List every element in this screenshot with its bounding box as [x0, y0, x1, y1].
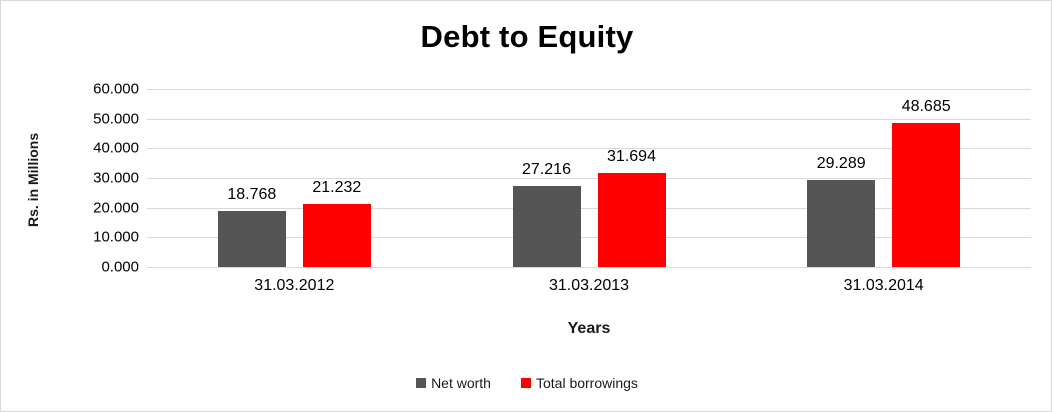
- plot-area: 18.768 21.232 27.216 31.694 29.289 48.685: [147, 89, 1031, 268]
- chart-title: Debt to Equity: [420, 19, 634, 54]
- gridline: [147, 267, 1031, 268]
- bar-data-label: 29.289: [816, 155, 866, 173]
- x-axis-title: Years: [567, 320, 611, 337]
- bar-total-borrowings[interactable]: [892, 122, 961, 267]
- y-axis-tick-label: 10.000: [93, 228, 139, 246]
- gridline: [147, 148, 1031, 150]
- bar-total-borrowings[interactable]: [597, 172, 666, 267]
- legend-item[interactable]: Total borrowings: [520, 375, 638, 391]
- square-marker-icon: [416, 378, 427, 388]
- chart-legend: Net worth Total borrowings: [1, 375, 1051, 391]
- square-marker-icon: [520, 378, 531, 388]
- gridline: [147, 207, 1031, 209]
- gridline: [147, 118, 1031, 120]
- y-axis-tick-label: 50.000: [93, 110, 139, 128]
- y-axis-tick-label: 0.000: [101, 258, 139, 276]
- y-axis-tick-labels: 60.000 50.000 40.000 30.000 20.000 10.000 0.00…: [47, 81, 139, 276]
- y-axis-tick-label: 60.000: [93, 80, 139, 98]
- x-axis-category-label: 31.03.2014: [843, 277, 924, 294]
- legend-label: Net worth: [431, 375, 491, 391]
- x-axis-category-labels: 31.03.2012 31.03.2013 31.03.2014: [147, 277, 1031, 305]
- y-axis-tick-label: 20.000: [93, 199, 139, 217]
- bar-data-label: 27.216: [522, 161, 571, 179]
- y-axis-tick-label: 40.000: [93, 139, 139, 157]
- bar-networth[interactable]: [512, 186, 581, 267]
- bar-networth[interactable]: [807, 180, 876, 267]
- bar-networth[interactable]: [217, 211, 286, 267]
- x-axis-category-label: 31.03.2012: [254, 277, 335, 294]
- bar-data-label: 48.685: [901, 97, 951, 115]
- x-axis-category-label: 31.03.2013: [548, 277, 630, 294]
- y-axis-tick-label: 30.000: [93, 169, 139, 187]
- y-axis-title: Rs. in Millions: [25, 132, 41, 228]
- legend-item[interactable]: Net worth: [416, 375, 491, 391]
- legend-label: Total borrowings: [535, 375, 638, 391]
- bar-data-label: 18.768: [227, 186, 277, 204]
- bar-data-label: 31.694: [607, 147, 656, 165]
- gridline: [147, 178, 1031, 179]
- gridline: [147, 89, 1031, 90]
- bar-total-borrowings[interactable]: [302, 204, 371, 267]
- bar-data-label: 21.232: [312, 179, 362, 196]
- gridline: [147, 237, 1031, 239]
